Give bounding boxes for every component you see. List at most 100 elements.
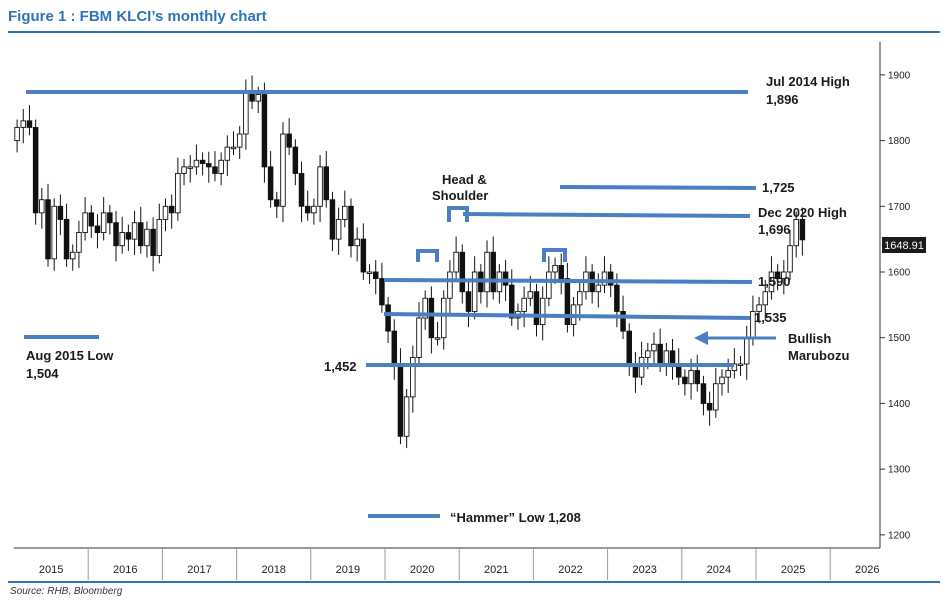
candle (39, 187, 45, 229)
dec2020-high-value: 1,696 (758, 222, 791, 237)
candle (45, 183, 51, 267)
hammer-low-text: “Hammer” Low (450, 510, 546, 525)
candle (311, 198, 317, 225)
candle (372, 260, 379, 295)
candle (663, 342, 670, 376)
year-label: 2020 (410, 564, 434, 576)
year-label: 2015 (39, 564, 63, 576)
candle (577, 279, 583, 321)
candle (14, 119, 20, 153)
candle (304, 190, 311, 221)
candle (583, 256, 589, 300)
year-label: 2018 (261, 564, 285, 576)
candle (131, 210, 138, 255)
candle (558, 253, 564, 295)
candle (280, 122, 286, 223)
bullish-arrow-head (694, 331, 708, 345)
candle (162, 198, 169, 232)
candle (539, 286, 546, 341)
candle (181, 158, 187, 186)
y-tick-label: 1900 (888, 70, 911, 81)
candle (379, 262, 385, 313)
candle (113, 210, 119, 262)
candle (626, 323, 632, 376)
candle (138, 206, 144, 254)
candle (32, 119, 39, 225)
year-label: 2016 (113, 564, 137, 576)
candle (447, 260, 453, 315)
candle (187, 155, 193, 183)
candle (589, 264, 595, 304)
candle (453, 236, 459, 280)
candle (199, 152, 206, 176)
level-line-1725 (559, 185, 757, 190)
candle (471, 256, 478, 320)
y-tick-label: 1200 (888, 530, 911, 541)
hammer-low-label: “Hammer” Low 1,208 (450, 510, 581, 525)
candle (317, 155, 323, 223)
year-label: 2022 (558, 564, 582, 576)
candle (521, 286, 527, 328)
candle (465, 279, 472, 328)
year-separators (87, 548, 831, 580)
y-tick-label: 1400 (888, 399, 911, 410)
year-label: 2019 (336, 564, 360, 576)
candle (595, 273, 602, 308)
candle (669, 339, 676, 380)
bullish-label-line2: Marubozu (788, 348, 849, 363)
shoulder-bracket-left (416, 249, 439, 262)
last-price-label: 1648.91 (884, 240, 924, 252)
candle (156, 203, 163, 264)
y-tick-label: 1700 (888, 202, 911, 213)
candle (286, 118, 292, 156)
candle (360, 223, 367, 280)
level-1725-label: 1,725 (762, 180, 795, 195)
candle (478, 264, 484, 304)
level-1590-label: 1,590 (758, 274, 791, 289)
candle (354, 227, 360, 262)
candle (422, 290, 428, 330)
candle (20, 109, 27, 144)
candle (490, 236, 496, 300)
last-price-box (882, 237, 926, 253)
candle (694, 354, 701, 392)
candle (484, 240, 490, 308)
candle (706, 391, 713, 426)
candle (700, 375, 707, 416)
candle (193, 144, 200, 175)
candle (168, 194, 175, 229)
y-axis-ticks: 1200 1300 1400 1500 1600 1700 1800 1900 (880, 70, 911, 541)
candle (737, 356, 744, 376)
candle (57, 194, 64, 236)
candle (385, 296, 391, 343)
candle (119, 216, 125, 254)
candle (100, 197, 107, 241)
candle (564, 262, 571, 333)
candle (787, 229, 793, 280)
jul2014-high-value: 1,896 (766, 92, 799, 107)
candle (731, 348, 738, 379)
candle (94, 214, 101, 249)
aug2015-low-label: Aug 2015 Low (26, 348, 114, 363)
candle (212, 151, 218, 182)
candle (125, 224, 132, 251)
candle (261, 82, 268, 183)
source-note: Source: RHB, Bloomberg (10, 586, 123, 597)
year-label: 2021 (484, 564, 508, 576)
head-shoulder-label-line1: Head & (442, 172, 487, 187)
candle (459, 244, 466, 304)
candle (781, 260, 787, 295)
candle (342, 190, 348, 228)
dec2020-high-label: Dec 2020 High (758, 205, 847, 220)
figure-title: Figure 1 : FBM KLCI’s monthly chart (8, 8, 267, 25)
candle (410, 345, 416, 413)
candle (713, 367, 719, 418)
candle (391, 319, 398, 380)
bullish-label-line1: Bullish (788, 331, 831, 346)
year-label: 2023 (632, 564, 656, 576)
level-1452-label: 1,452 (324, 359, 357, 374)
candle (366, 264, 373, 284)
candle (230, 131, 237, 156)
candle (601, 256, 608, 294)
candle (298, 161, 305, 223)
